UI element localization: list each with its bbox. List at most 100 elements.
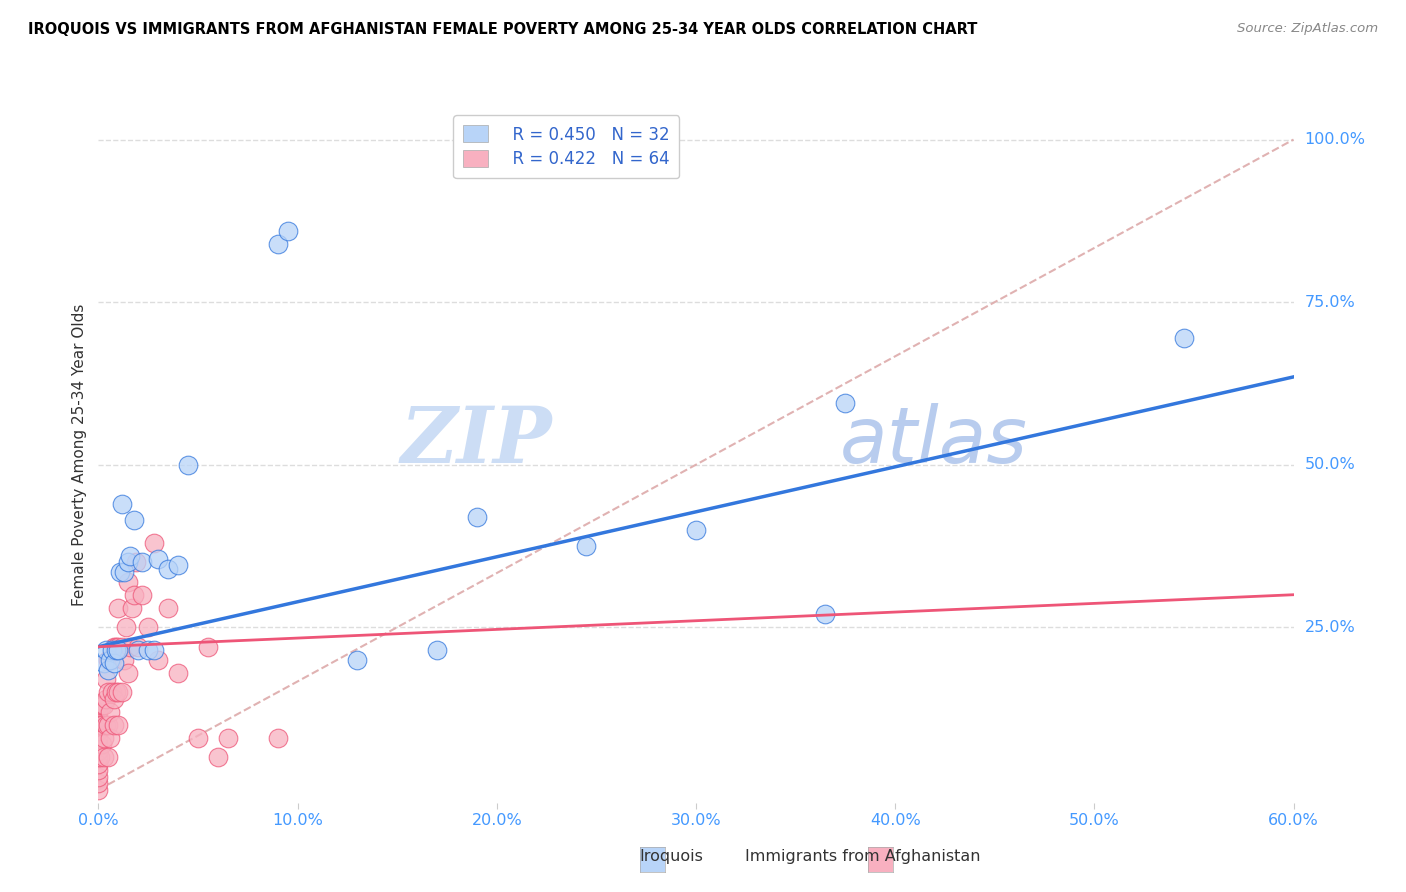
Point <box>98 653 122 667</box>
Point <box>97 718 120 732</box>
Point <box>103 718 125 732</box>
Point <box>346 653 368 667</box>
Text: Iroquois: Iroquois <box>640 849 703 863</box>
Point <box>107 600 129 615</box>
Point <box>87 770 110 784</box>
Point <box>107 643 129 657</box>
Point <box>426 643 449 657</box>
Point <box>101 643 124 657</box>
Y-axis label: Female Poverty Among 25-34 Year Olds: Female Poverty Among 25-34 Year Olds <box>72 304 87 606</box>
Point <box>127 643 149 657</box>
Point <box>136 620 159 634</box>
Point <box>103 691 125 706</box>
Point <box>167 558 190 573</box>
Point <box>96 643 118 657</box>
Legend:   R = 0.450   N = 32,   R = 0.422   N = 64: R = 0.450 N = 32, R = 0.422 N = 64 <box>453 115 679 178</box>
Point <box>87 744 110 758</box>
Point <box>111 640 134 654</box>
Point <box>115 620 138 634</box>
Point <box>87 776 110 790</box>
Point <box>103 656 125 670</box>
Point <box>111 685 134 699</box>
Point <box>89 718 111 732</box>
Point <box>87 724 110 739</box>
Point <box>87 756 110 771</box>
Point <box>87 731 110 745</box>
Point <box>125 555 148 569</box>
Point <box>91 718 114 732</box>
Point <box>120 640 142 654</box>
Point <box>105 643 128 657</box>
Point <box>117 665 139 680</box>
Point <box>187 731 209 745</box>
Text: 25.0%: 25.0% <box>1305 620 1355 635</box>
Point <box>87 698 110 713</box>
Point <box>112 653 135 667</box>
Point <box>87 750 110 764</box>
Point <box>465 509 488 524</box>
Point <box>814 607 837 622</box>
Point <box>143 535 166 549</box>
Point <box>87 737 110 751</box>
Point <box>98 705 122 719</box>
Point <box>89 750 111 764</box>
Point <box>1173 331 1195 345</box>
Point <box>96 718 118 732</box>
Point <box>97 750 120 764</box>
Point <box>685 523 707 537</box>
Point <box>120 549 142 563</box>
Point <box>93 731 115 745</box>
Point <box>121 600 143 615</box>
Point <box>87 705 110 719</box>
Point <box>87 711 110 725</box>
Point <box>157 600 180 615</box>
Point <box>157 562 180 576</box>
Point <box>177 458 200 472</box>
Point <box>96 672 118 686</box>
Point <box>105 640 128 654</box>
Point <box>131 555 153 569</box>
Point <box>97 685 120 699</box>
Point <box>107 640 129 654</box>
Point <box>834 396 856 410</box>
Point <box>105 685 128 699</box>
Point <box>131 588 153 602</box>
Point <box>112 565 135 579</box>
Text: 100.0%: 100.0% <box>1305 132 1365 147</box>
Point <box>93 750 115 764</box>
Point <box>124 513 146 527</box>
Point <box>91 737 114 751</box>
Point <box>575 539 598 553</box>
Point <box>87 782 110 797</box>
Text: ZIP: ZIP <box>401 403 553 479</box>
Point <box>197 640 219 654</box>
Text: Source: ZipAtlas.com: Source: ZipAtlas.com <box>1237 22 1378 36</box>
Point <box>107 685 129 699</box>
Point <box>217 731 239 745</box>
Point <box>277 224 299 238</box>
Point <box>148 552 170 566</box>
Text: Immigrants from Afghanistan: Immigrants from Afghanistan <box>745 849 980 863</box>
Point <box>93 698 115 713</box>
Point <box>103 640 125 654</box>
Text: atlas: atlas <box>839 403 1028 479</box>
Text: 50.0%: 50.0% <box>1305 458 1355 472</box>
Point <box>101 653 124 667</box>
Point <box>117 555 139 569</box>
Point <box>98 731 122 745</box>
Point <box>127 640 149 654</box>
Point <box>111 497 134 511</box>
Point <box>148 653 170 667</box>
Point <box>107 718 129 732</box>
Point <box>267 731 290 745</box>
Point <box>267 236 290 251</box>
Point <box>167 665 190 680</box>
Point <box>143 643 166 657</box>
Point <box>93 656 115 670</box>
Point <box>101 685 124 699</box>
Point <box>97 653 120 667</box>
Point <box>96 691 118 706</box>
Point <box>97 663 120 677</box>
Text: IROQUOIS VS IMMIGRANTS FROM AFGHANISTAN FEMALE POVERTY AMONG 25-34 YEAR OLDS COR: IROQUOIS VS IMMIGRANTS FROM AFGHANISTAN … <box>28 22 977 37</box>
Point <box>124 588 146 602</box>
